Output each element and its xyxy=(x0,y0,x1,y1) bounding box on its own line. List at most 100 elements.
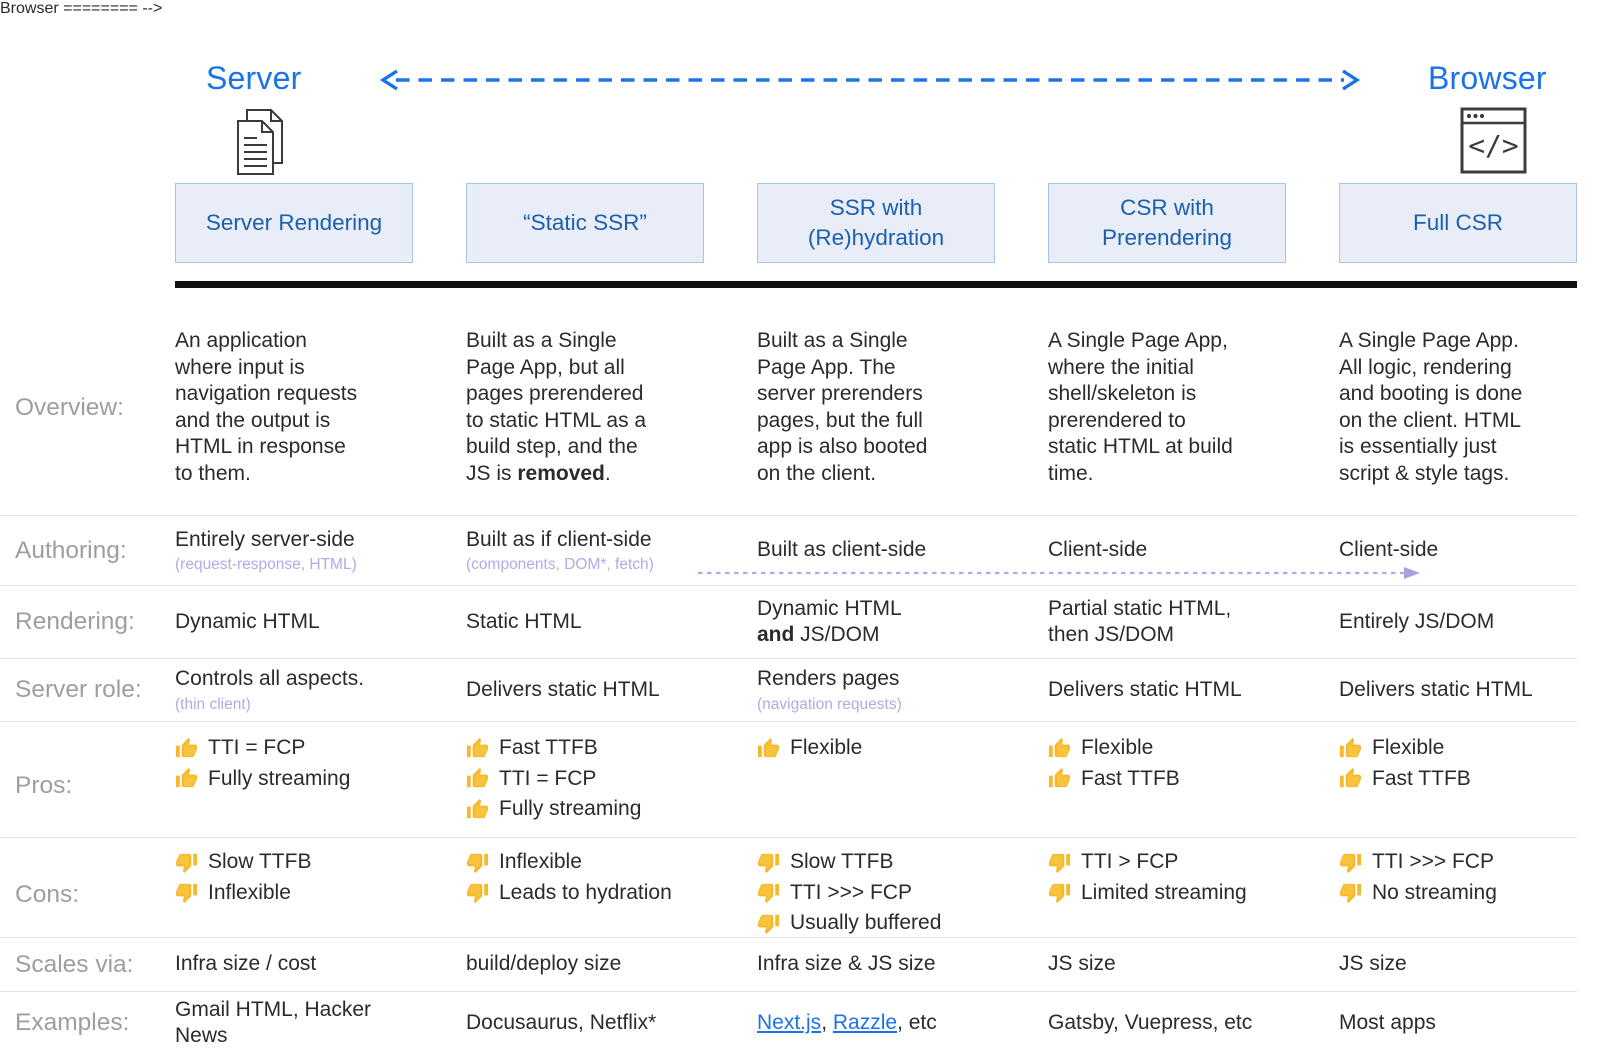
pro-text: Flexible xyxy=(1081,736,1154,759)
cell-authoring-server-rendering-note: (request-response, HTML) xyxy=(175,556,357,574)
row-label-scales-via: Scales via: xyxy=(15,950,134,978)
row-rendering: Rendering: Dynamic HTML Static HTML Dyna… xyxy=(0,586,1577,659)
cell-server-role-csr-prerendering: Delivers static HTML xyxy=(1048,677,1242,701)
cell-authoring-server-rendering: Entirely server-side xyxy=(175,527,355,551)
pro-text: TTI = FCP xyxy=(499,766,597,790)
razzle-link[interactable]: Razzle xyxy=(832,1010,898,1034)
pro-text: Fast TTFB xyxy=(499,736,598,759)
thumbs-down-icon xyxy=(466,881,489,904)
cell-server-role-full-csr: Delivers static HTML xyxy=(1339,677,1533,701)
thumbs-up-icon xyxy=(175,767,198,790)
row-overview: Overview: An application where input is na… xyxy=(0,288,1577,516)
row-label-examples: Examples: xyxy=(15,1009,130,1036)
thumbs-down-icon xyxy=(757,881,780,904)
cell-cons-server-rendering: Slow TTFB Inflexible xyxy=(175,849,466,910)
thumbs-up-icon xyxy=(1339,767,1362,790)
cell-authoring-ssr-rehydration: Built as client-side xyxy=(757,538,927,562)
pro-item: Fast TTFB xyxy=(1048,766,1286,793)
cell-scales-static-ssr: build/deploy size xyxy=(466,952,622,976)
cell-authoring-static-ssr-note: (components, DOM*, fetch) xyxy=(466,556,654,574)
thumbs-down-icon xyxy=(1339,851,1362,874)
cell-server-role-server-rendering-note: (thin client) xyxy=(175,695,251,713)
nextjs-link[interactable]: Next.js xyxy=(757,1010,822,1034)
cell-overview-csr-prerendering: A Single Page App, where the initial shell… xyxy=(1048,329,1233,485)
cell-server-role-ssr-rehydration: Renders pages xyxy=(757,667,900,691)
cell-rendering-server-rendering: Dynamic HTML xyxy=(175,609,320,633)
row-server-role: Server role: Controls all aspects. (thin… xyxy=(0,659,1577,722)
header-divider-line xyxy=(175,281,1577,288)
browser-label: Browser xyxy=(1428,60,1547,96)
cell-rendering-static-ssr: Static HTML xyxy=(466,609,582,633)
thumbs-down-icon xyxy=(1048,881,1071,904)
pro-item: Fully streaming xyxy=(466,796,704,823)
cell-scales-server-rendering: Infra size / cost xyxy=(175,952,317,976)
cell-rendering-csr-prerendering: Partial static HTML, then JS/DOM xyxy=(1048,596,1232,647)
con-item: TTI >>> FCP xyxy=(1339,849,1577,876)
row-label-pros: Pros: xyxy=(15,772,73,799)
thumbs-down-icon xyxy=(175,851,198,874)
con-text: TTI >>> FCP xyxy=(1372,850,1494,873)
thumbs-up-icon xyxy=(1048,767,1071,790)
cell-server-role-static-ssr: Delivers static HTML xyxy=(466,677,660,701)
cell-examples-ssr-rehydration: Next.js, Razzle, etc xyxy=(757,1010,1048,1037)
thumbs-down-icon xyxy=(175,881,198,904)
cell-cons-csr-prerendering: TTI > FCP Limited streaming xyxy=(1048,849,1339,910)
row-label-authoring: Authoring: xyxy=(15,536,127,564)
pro-item: Flexible xyxy=(1048,735,1286,762)
server-browser-arrow xyxy=(379,69,1361,91)
con-text: No streaming xyxy=(1372,880,1497,904)
con-item: Slow TTFB xyxy=(757,849,995,876)
cell-authoring-csr-prerendering: Client-side xyxy=(1048,538,1148,562)
thumbs-up-icon xyxy=(175,737,198,760)
examples-etc: , etc xyxy=(897,1010,937,1034)
header-spacer xyxy=(0,183,175,263)
con-item: Leads to hydration xyxy=(466,880,704,907)
thumbs-up-icon xyxy=(466,798,489,821)
thumbs-down-icon xyxy=(1339,881,1362,904)
thumbs-up-icon xyxy=(757,737,780,760)
column-header-full-csr: Full CSR xyxy=(1339,183,1577,263)
cell-scales-ssr-rehydration: Infra size & JS size xyxy=(757,952,936,976)
con-text: Limited streaming xyxy=(1081,880,1247,904)
cell-examples-server-rendering: Gmail HTML, Hacker News xyxy=(175,997,372,1048)
cell-pros-server-rendering: TTI = FCP Fully streaming xyxy=(175,735,466,796)
con-item: No streaming xyxy=(1339,880,1577,907)
con-item: Usually buffered xyxy=(757,910,995,937)
cell-server-role-ssr-rehydration-note: (navigation requests) xyxy=(757,695,902,713)
con-text: Slow TTFB xyxy=(208,850,312,873)
cell-pros-full-csr: Flexible Fast TTFB xyxy=(1339,735,1577,796)
thumbs-down-icon xyxy=(757,851,780,874)
con-item: Slow TTFB xyxy=(175,849,413,876)
con-text: Usually buffered xyxy=(790,911,942,934)
cell-rendering-ssr-rehydration: Dynamic HTML and JS/DOM xyxy=(757,596,902,647)
cell-authoring-full-csr: Client-side xyxy=(1339,538,1439,562)
row-cons: Cons: Slow TTFB Inflexible Inflexible Le… xyxy=(0,838,1577,938)
con-item: Inflexible xyxy=(466,849,704,876)
cell-examples-csr-prerendering: Gatsby, Vuepress, etc xyxy=(1048,1010,1253,1034)
cell-overview-full-csr: A Single Page App. All logic, rendering an… xyxy=(1339,329,1523,485)
row-pros: Pros: TTI = FCP Fully streaming Fast TTF… xyxy=(0,722,1577,838)
cell-overview-server-rendering: An application where input is navigation r… xyxy=(175,329,358,485)
pro-text: Flexible xyxy=(790,736,863,759)
con-text: Leads to hydration xyxy=(499,880,672,904)
con-text: Inflexible xyxy=(499,850,582,873)
pro-item: TTI = FCP xyxy=(175,735,413,762)
column-header-csr-prerendering: CSR with Prerendering xyxy=(1048,183,1286,263)
pro-text: Fast TTFB xyxy=(1372,766,1471,790)
column-header-server-rendering: Server Rendering xyxy=(175,183,413,263)
cell-examples-full-csr: Most apps xyxy=(1339,1010,1436,1034)
pro-item: Fast TTFB xyxy=(1339,766,1577,793)
row-authoring: Authoring: Entirely server-side (request… xyxy=(0,516,1577,586)
thumbs-up-icon xyxy=(466,767,489,790)
pro-item: Flexible xyxy=(757,735,995,762)
cell-scales-full-csr: JS size xyxy=(1339,952,1407,976)
thumbs-down-icon xyxy=(466,851,489,874)
thumbs-down-icon xyxy=(1048,851,1071,874)
cell-pros-csr-prerendering: Flexible Fast TTFB xyxy=(1048,735,1339,796)
cell-cons-full-csr: TTI >>> FCP No streaming xyxy=(1339,849,1577,910)
cell-examples-static-ssr: Docusaurus, Netflix* xyxy=(466,1010,657,1034)
cell-overview-ssr-rehydration: Built as a Single Page App. The server pre… xyxy=(757,329,928,485)
con-text: TTI >>> FCP xyxy=(790,880,912,904)
cell-cons-ssr-rehydration: Slow TTFB TTI >>> FCP Usually buffered xyxy=(757,849,1048,941)
cell-pros-ssr-rehydration: Flexible xyxy=(757,735,1048,766)
